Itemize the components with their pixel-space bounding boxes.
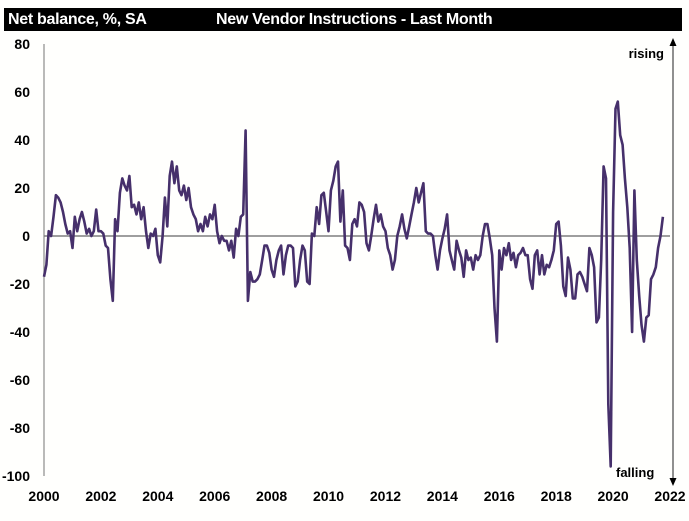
arrow-down-icon bbox=[669, 478, 677, 486]
y-tick-label: -80 bbox=[10, 420, 30, 436]
x-tick-label: 2004 bbox=[142, 488, 173, 504]
y-tick-label: -20 bbox=[10, 276, 30, 292]
y-tick-label: -100 bbox=[2, 468, 30, 484]
x-tick-label: 2020 bbox=[598, 488, 629, 504]
chart-title: New Vendor Instructions - Last Month bbox=[216, 11, 493, 28]
x-tick-label: 2014 bbox=[427, 488, 458, 504]
y-axis-ticks: 80 60 40 20 0 -20 -40 -60 -80 -100 bbox=[2, 36, 30, 484]
falling-annotation: falling bbox=[616, 465, 654, 480]
y-tick-label: 20 bbox=[14, 180, 30, 196]
series-line-new-vendor-instructions bbox=[42, 100, 665, 468]
x-tick-label: 2006 bbox=[199, 488, 230, 504]
x-tick-label: 2022 bbox=[654, 488, 685, 504]
x-axis-ticks: 2000 2002 2004 2006 2008 2010 2012 2014 2016 2018… bbox=[28, 488, 685, 504]
x-tick-label: 2002 bbox=[85, 488, 116, 504]
y-tick-label: 60 bbox=[14, 84, 30, 100]
rising-annotation: rising bbox=[629, 46, 664, 61]
y-tick-label: 40 bbox=[14, 132, 30, 148]
arrow-up-icon bbox=[669, 38, 677, 46]
x-tick-label: 2018 bbox=[541, 488, 572, 504]
x-tick-label: 2000 bbox=[28, 488, 59, 504]
x-tick-label: 2010 bbox=[313, 488, 344, 504]
y-tick-label: 0 bbox=[22, 228, 30, 244]
y-tick-label: 80 bbox=[14, 36, 30, 52]
y-tick-label: -40 bbox=[10, 324, 30, 340]
y-tick-label: -60 bbox=[10, 372, 30, 388]
x-tick-label: 2012 bbox=[370, 488, 401, 504]
chart-header-bar: Net balance, %, SA New Vendor Instructio… bbox=[4, 8, 682, 31]
rising-falling-arrow bbox=[669, 38, 677, 486]
x-tick-label: 2016 bbox=[484, 488, 515, 504]
x-tick-label: 2008 bbox=[256, 488, 287, 504]
y-axis-title: Net balance, %, SA bbox=[8, 11, 147, 28]
